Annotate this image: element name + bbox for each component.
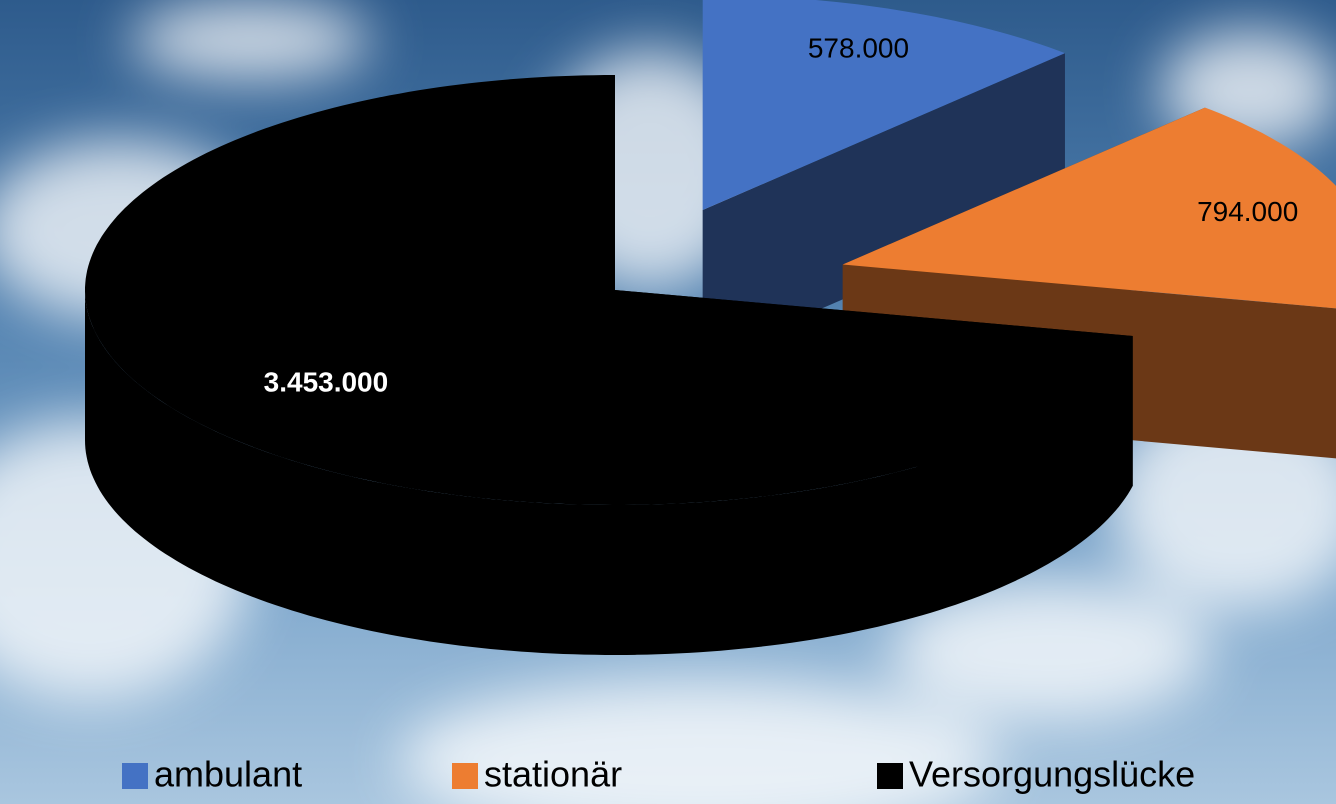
slice-wall: [85, 290, 1133, 655]
legend-swatch: [877, 763, 903, 789]
data-label: 3.453.000: [264, 367, 389, 398]
slice-side: [702, 53, 1065, 361]
legend-swatch: [122, 763, 148, 789]
legend-swatch: [452, 763, 478, 789]
data-label: 794.000: [1197, 196, 1298, 227]
data-label: 578.000: [808, 32, 909, 63]
legend-label: Versorgungslücke: [909, 754, 1195, 795]
legend: ambulant stationär Versorgungslücke: [122, 754, 1195, 795]
legend-label: ambulant: [154, 754, 302, 795]
legend-label: stationär: [484, 754, 622, 795]
slice: [842, 107, 1336, 309]
slice: [702, 0, 1065, 211]
slice: [85, 75, 1133, 505]
pie: 578.000 794.000 3.453.000: [85, 0, 1336, 655]
